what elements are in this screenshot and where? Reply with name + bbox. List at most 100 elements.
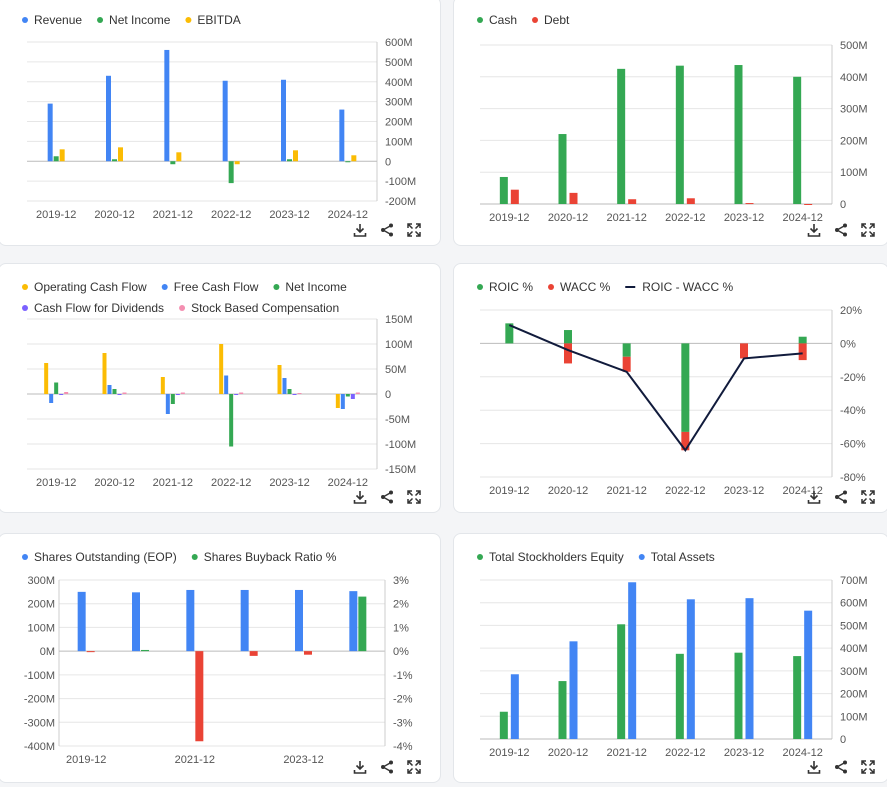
legend-swatch [185,17,192,23]
x-tick-label: 2021-12 [153,209,193,221]
y-tick-label: 500M [840,40,868,52]
y-tick-label: -80% [840,472,866,484]
download-icon[interactable] [805,758,822,775]
bar-cash [734,65,743,204]
cash-flow-chart-card: Operating Cash Flow Free Cash Flow Net Inc… [0,263,441,513]
x-tick-label: 2019-12 [36,209,76,221]
bar-roic- [505,323,514,344]
bar-stock-based-compensation [122,392,127,394]
legend-swatch [477,17,483,23]
y-tick-label: -100M [24,670,55,682]
share-icon[interactable] [832,488,849,505]
cash-debt-chart-card: Cash Debt 500M 400M 300M 200M 100M 0 2019-12 2020… [453,0,887,246]
x-tick-label: 2019-12 [66,754,106,766]
cash-debt-chart: Cash Debt 500M 400M 300M 200M 100M 0 2019-12 2020… [477,13,868,224]
y-tick-label: 700M [840,575,868,587]
bar-wacc- [740,343,748,359]
bar-wacc- [798,343,807,361]
expand-icon[interactable] [859,758,876,775]
legend-label: Cash [489,13,517,27]
x-tick-label: 2020-12 [94,209,134,221]
download-icon[interactable] [351,488,368,505]
bar-debt [510,189,519,204]
income-chart-card: Revenue Net Income EBITDA 600M 500M 400M 300M 2… [0,0,441,246]
bar-cash-flow-for-dividends [59,394,64,395]
legend-swatch [477,554,483,560]
bar-total-assets [804,610,813,739]
roic-minus-wacc-line [508,324,803,453]
y-tick-label: -150M [385,464,416,476]
x-tick-label: 2024-12 [328,477,368,489]
download-icon[interactable] [805,221,822,238]
y-tick-label: 500M [385,57,413,69]
legend-swatch [638,554,645,560]
equity-chart-card: Total Stockholders Equity Total Assets 700… [453,533,887,783]
bar-cash [558,134,567,204]
bar-shares-buyback-ratio- [86,651,95,653]
income-chart: Revenue Net Income EBITDA 600M 500M 400M 300M 2… [22,13,416,221]
bar-wacc- [681,431,690,451]
x-tick-label: 2021-12 [606,747,646,759]
y-tick-label: 0 [385,389,391,401]
x-tick-label: 2023-12 [724,747,764,759]
bar-cash [793,76,802,204]
bar-debt [569,192,578,204]
legend-label: Debt [544,13,570,27]
legend-label: Shares Buyback Ratio % [204,550,337,564]
bar-free-cash-flow [107,385,112,394]
bar-debt [804,204,813,205]
x-tick-label: 2019-12 [36,477,76,489]
y-tick-label: 100M [385,339,413,351]
download-icon[interactable] [351,221,368,238]
legend-label: Net Income [109,13,171,27]
y-tick-label: 400M [385,77,413,89]
bar-revenue [281,79,286,162]
x-tick-label: 2020-12 [94,477,134,489]
x-tick-label: 2021-12 [606,485,646,497]
expand-icon[interactable] [405,488,422,505]
roic-chart-card: ROIC % WACC % ROIC - WACC % 20% 0% -20% -40% -6… [453,263,887,513]
y-tick-label: 400M [840,72,868,84]
bar-roic- [681,343,690,432]
y2-tick-label: -4% [393,741,413,753]
x-tick-label: 2021-12 [606,212,646,224]
chart-toolbar [805,758,876,775]
download-icon[interactable] [805,488,822,505]
legend-label: Operating Cash Flow [34,280,147,294]
legend-label: ROIC - WACC % [642,280,733,294]
share-icon[interactable] [832,758,849,775]
y-tick-label: 200M [840,689,868,701]
bar-total-stockholders-equity [499,711,508,739]
bar-total-assets [686,599,695,739]
bar-cash-flow-for-dividends [234,394,239,395]
expand-icon[interactable] [859,221,876,238]
share-icon[interactable] [378,758,395,775]
bar-operating-cash-flow [44,363,49,394]
bar-net-income [112,389,117,394]
y-tick-label: 0 [840,199,846,211]
shares-chart: Shares Outstanding (EOP) Shares Buyback R… [22,550,413,766]
share-icon[interactable] [378,488,395,505]
y-tick-label: 200M [840,135,868,147]
expand-icon[interactable] [405,758,422,775]
bar-total-assets [569,641,578,739]
y-tick-label: 20% [840,305,862,317]
legend-swatch [97,17,104,23]
bar-total-assets [628,582,637,739]
bar-total-stockholders-equity [734,652,743,739]
bar-total-stockholders-equity [675,653,684,739]
expand-icon[interactable] [405,221,422,238]
share-icon[interactable] [832,221,849,238]
download-icon[interactable] [351,758,368,775]
y2-tick-label: 0% [393,646,409,658]
legend-label: Total Assets [651,550,715,564]
x-tick-label: 2024-12 [782,212,822,224]
bar-stock-based-compensation [64,392,69,394]
y-tick-label: 300M [385,97,413,109]
y-tick-label: -50M [385,414,410,426]
legend-swatch [179,305,186,311]
bar-ebitda [59,149,65,162]
share-icon[interactable] [378,221,395,238]
expand-icon[interactable] [859,488,876,505]
bar-net-income [53,156,59,162]
